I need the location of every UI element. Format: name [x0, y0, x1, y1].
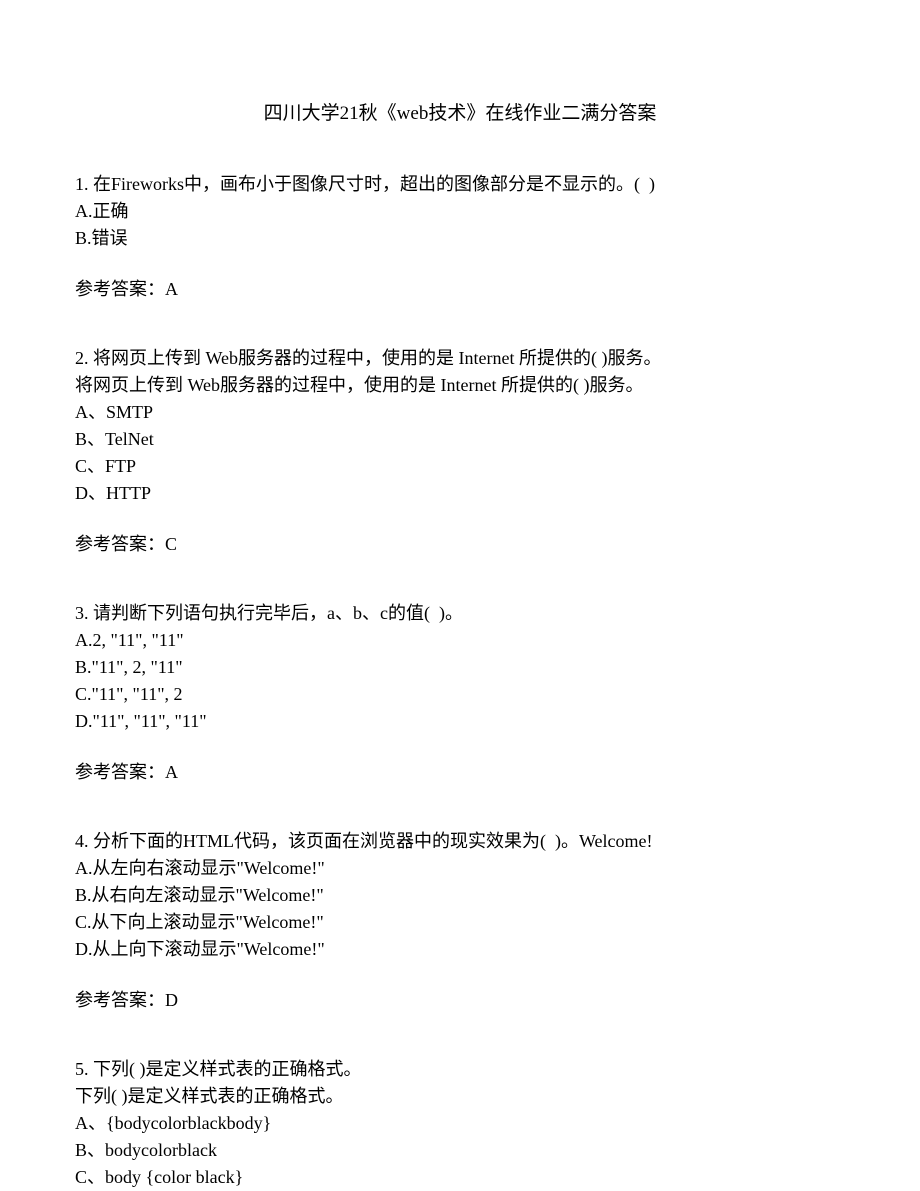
question-option: D、HTTP	[75, 480, 845, 507]
question-option: B、TelNet	[75, 426, 845, 453]
question-1: 1. 在Fireworks中，画布小于图像尺寸时，超出的图像部分是不显示的。( …	[75, 171, 845, 303]
question-4: 4. 分析下面的HTML代码，该页面在浏览器中的现实效果为( )。Welcome…	[75, 828, 845, 1014]
question-answer: 参考答案：A	[75, 759, 845, 786]
question-3: 3. 请判断下列语句执行完毕后，a、b、c的值( )。 A.2, "11", "…	[75, 600, 845, 786]
question-sub: 将网页上传到 Web服务器的过程中，使用的是 Internet 所提供的( )服…	[75, 372, 845, 399]
question-5: 5. 下列( )是定义样式表的正确格式。 下列( )是定义样式表的正确格式。 A…	[75, 1056, 845, 1191]
question-option: A、{bodycolorblackbody}	[75, 1110, 845, 1137]
document-title: 四川大学21秋《web技术》在线作业二满分答案	[75, 100, 845, 129]
question-option: A、SMTP	[75, 399, 845, 426]
question-option: B、bodycolorblack	[75, 1137, 845, 1164]
question-option: C、body {color black}	[75, 1164, 845, 1191]
question-option: C."11", "11", 2	[75, 681, 845, 708]
question-stem: 1. 在Fireworks中，画布小于图像尺寸时，超出的图像部分是不显示的。( …	[75, 171, 845, 198]
question-option: B.错误	[75, 225, 845, 252]
question-answer: 参考答案：D	[75, 987, 845, 1014]
question-2: 2. 将网页上传到 Web服务器的过程中，使用的是 Internet 所提供的(…	[75, 345, 845, 558]
question-option: A.正确	[75, 198, 845, 225]
question-stem: 4. 分析下面的HTML代码，该页面在浏览器中的现实效果为( )。Welcome…	[75, 828, 845, 855]
question-option: B."11", 2, "11"	[75, 654, 845, 681]
question-option: B.从右向左滚动显示"Welcome!"	[75, 882, 845, 909]
question-sub: 下列( )是定义样式表的正确格式。	[75, 1083, 845, 1110]
question-stem: 3. 请判断下列语句执行完毕后，a、b、c的值( )。	[75, 600, 845, 627]
question-option: D.从上向下滚动显示"Welcome!"	[75, 936, 845, 963]
question-option: A.从左向右滚动显示"Welcome!"	[75, 855, 845, 882]
question-answer: 参考答案：C	[75, 531, 845, 558]
question-option: C.从下向上滚动显示"Welcome!"	[75, 909, 845, 936]
question-stem: 2. 将网页上传到 Web服务器的过程中，使用的是 Internet 所提供的(…	[75, 345, 845, 372]
question-option: D."11", "11", "11"	[75, 708, 845, 735]
question-option: A.2, "11", "11"	[75, 627, 845, 654]
question-stem: 5. 下列( )是定义样式表的正确格式。	[75, 1056, 845, 1083]
question-option: C、FTP	[75, 453, 845, 480]
question-answer: 参考答案：A	[75, 276, 845, 303]
